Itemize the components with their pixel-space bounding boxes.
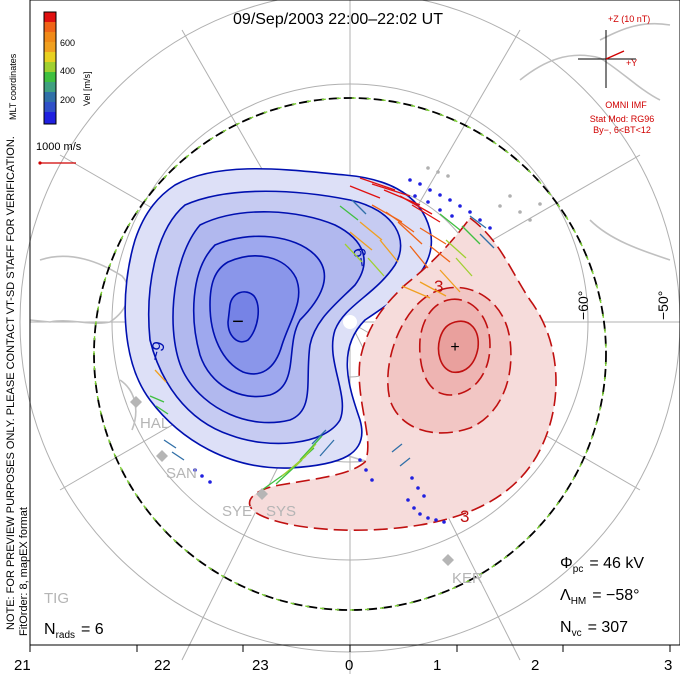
mlt-tick-23: 23 [252,657,269,674]
radar-sys: SYS [266,503,296,520]
fit-order: FitOrder: 8, mapEX format [18,507,30,636]
colorbar-tick-200: 200 [60,95,75,105]
contour-label-inner: 3 [434,277,443,296]
svg-text:Nvc= 307: Nvc = 307 [560,619,628,639]
low-velocity-dots [193,178,492,524]
mlt-tick-1: 1 [433,657,441,674]
nvc-stat: Nvc = 307 [560,619,628,639]
mlt-tick-22: 22 [154,657,171,674]
geomagnetic-pole [343,315,357,329]
radar-ker: KER [452,570,483,587]
imf-model: Stat Mod: RG96 [590,114,655,124]
scale-vector-label: 1000 m/s [36,141,82,153]
cpcp-stat: Φpc = 46 kV [560,555,644,575]
imf-y-label: +Y [626,58,637,68]
svg-text:Φpc= 46 kV: Φpc = 46 kV [560,555,644,575]
radar-hal: HAL [140,415,169,432]
imf-source: OMNI IMF [605,100,647,110]
mlt-tick-21: 21 [14,657,31,674]
positive-pole-marker: + [450,339,459,356]
radar-sye: SYE [222,503,252,520]
grey-dots [426,166,542,222]
hm-boundary-stat: ΛHM = −58° [560,587,640,607]
colorbar-tick-400: 400 [60,66,75,76]
contour-label-dawn: 3 [460,507,469,526]
plot-title: 09/Sep/2003 22:00–22:02 UT [233,11,443,28]
imf-clock: +Z (10 nT) +Y OMNI IMF Stat Mod: RG96 By… [578,14,654,135]
negative-pole-marker: − [232,311,244,333]
imf-condition: By−, 6<BT<12 [593,125,651,135]
mlt-tick-0: 0 [345,657,353,674]
lat-label-50: −50° [655,291,671,320]
positive-potential-cell: + 3 3 [248,216,557,531]
colorbar-tick-600: 600 [60,38,75,48]
velocity-colorbar: 600 400 200 Vel [m/s] MLT coordinates [8,11,92,125]
velocity-vectors [149,177,495,491]
plot-frame [29,0,680,646]
radar-san: SAN [166,465,197,482]
negative-potential-cell: − −9 −9 [124,167,433,469]
mlt-tick-2: 2 [531,657,539,674]
colorbar-title: MLT coordinates [8,53,18,120]
mlt-axis [29,645,671,652]
radar-tig: TIG [44,590,69,607]
lat-label-60: −60° [575,291,591,320]
mlt-tick-3: 3 [664,657,672,674]
contour-label-upper: −9 [350,246,372,268]
svg-text:Nrads= 6: Nrads = 6 [44,621,104,641]
svg-text:ΛHM= −58°: ΛHM = −58° [560,587,640,607]
colorbar-axis-label: Vel [m/s] [82,71,92,106]
contour-label-dusk: −9 [146,339,169,363]
nrads-stat: Nrads = 6 [44,621,104,641]
preview-note: NOTE: FOR PREVIEW PURPOSES ONLY. PLEASE … [5,136,17,630]
radar-sites: HAL SAN SYE SYS KER TIG [44,396,483,607]
imf-z-label: +Z (10 nT) [608,14,650,24]
